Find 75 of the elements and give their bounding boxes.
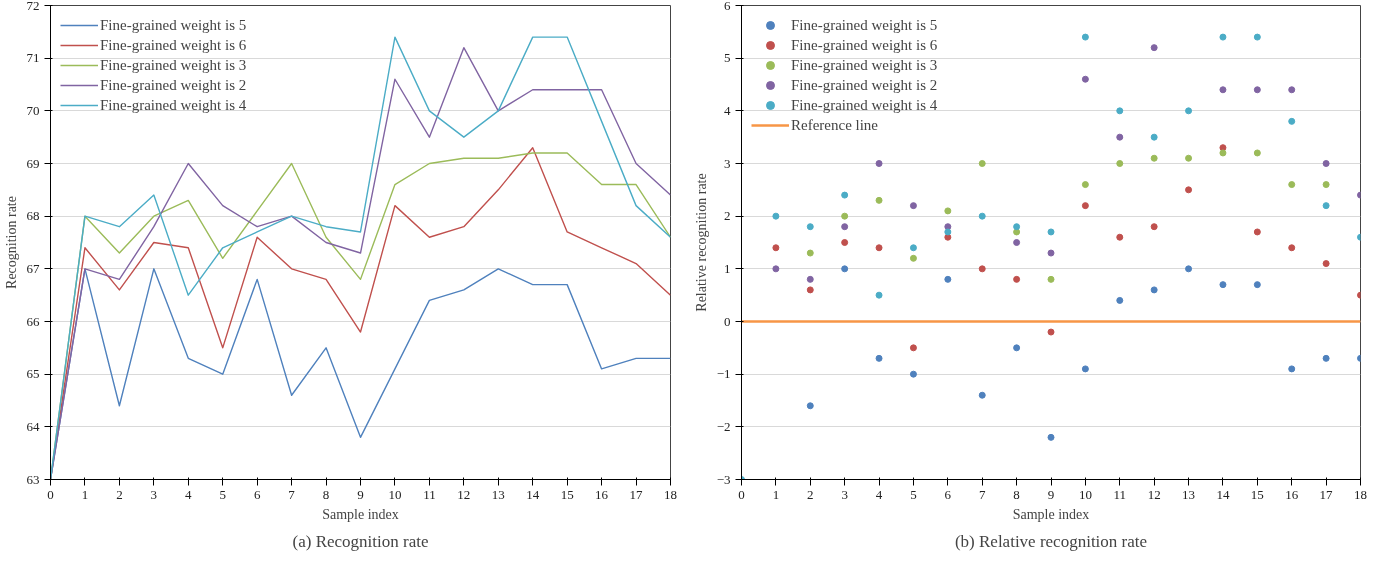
x-tick-label: 2 [116, 486, 123, 502]
x-tick-label: 0 [738, 486, 745, 502]
legend-label: Fine-grained weight is 5 [100, 16, 247, 34]
legend-label: Reference line [791, 116, 879, 134]
x-tick-label: 8 [1013, 486, 1020, 502]
x-tick-label: 14 [526, 486, 540, 502]
x-tick-label: 9 [357, 486, 364, 502]
x-tick-label: 16 [595, 486, 609, 502]
y-tick-label: 72 [26, 0, 40, 13]
x-tick-label: 7 [288, 486, 296, 502]
x-axis-title: Sample index [1012, 506, 1090, 522]
x-tick-label: 2 [807, 486, 814, 502]
x-tick-label: 7 [978, 486, 986, 502]
x-tick-label: 6 [944, 486, 952, 502]
x-tick-label: 15 [1250, 486, 1264, 502]
x-tick-label: 5 [910, 486, 917, 502]
y-tick-label: 67 [26, 260, 40, 276]
text: (b) Relative recognition rate [954, 531, 1148, 551]
text: (a) Recognition rate [292, 531, 429, 551]
y-tick-label: 0 [724, 313, 731, 329]
x-tick-label: 12 [457, 486, 471, 502]
x-tick-label: 3 [150, 486, 158, 502]
y-tick-label: 71 [26, 50, 40, 66]
x-tick-label: 11 [423, 486, 436, 502]
y-tick-label: 6 [724, 0, 731, 13]
y-tick-label: 5 [724, 50, 731, 66]
x-tick-label: 9 [1047, 486, 1055, 502]
y-tick-label: 4 [724, 102, 731, 118]
legend-label: Fine-grained weight is 6 [791, 36, 938, 54]
x-tick-label: 1 [81, 486, 89, 502]
x-axis-title: Sample index [322, 506, 399, 522]
y-tick-label: 70 [26, 102, 40, 118]
x-tick-label: 0 [47, 486, 54, 502]
x-tick-label: 12 [1147, 486, 1161, 502]
x-tick-label: 15 [560, 486, 574, 502]
x-tick-label: 18 [664, 486, 677, 502]
x-tick-label: 14 [1216, 486, 1230, 502]
x-tick-label: 4 [875, 486, 883, 502]
y-tick-label: 65 [26, 366, 40, 382]
x-tick-label: 10 [388, 486, 402, 502]
x-tick-label: 18 [1354, 486, 1367, 502]
legend-label: Fine-grained weight is 3 [791, 56, 938, 74]
y-tick-label: 3 [724, 155, 731, 171]
x-tick-label: 6 [253, 486, 261, 502]
y-tick-label: 63 [26, 471, 40, 487]
x-tick-label: 11 [1113, 486, 1127, 502]
y-tick-label: 64 [26, 418, 40, 434]
y-tick-label: 1 [724, 260, 731, 276]
legend-label: Fine-grained weight is 2 [100, 76, 247, 94]
x-tick-label: 3 [841, 486, 848, 502]
legend-label: Fine-grained weight is 6 [100, 36, 247, 54]
y-tick-label: −1 [716, 366, 731, 382]
y-tick-label: 69 [26, 155, 40, 171]
y-tick-label: −3 [716, 471, 731, 487]
x-tick-label: 4 [185, 486, 193, 502]
x-tick-label: 1 [772, 486, 780, 502]
y-tick-label: 68 [26, 208, 40, 224]
x-tick-label: 16 [1285, 486, 1299, 502]
x-tick-label: 10 [1078, 486, 1092, 502]
legend-label: Fine-grained weight is 4 [100, 96, 247, 114]
x-tick-label: 13 [491, 486, 505, 502]
y-tick-label: −2 [716, 418, 731, 434]
y-axis-title: Relative recognition rate [693, 173, 709, 312]
y-tick-label: 2 [724, 208, 731, 224]
legend-label: Fine-grained weight is 3 [100, 56, 247, 74]
y-tick-label: 66 [26, 313, 40, 329]
x-tick-label: 8 [322, 486, 330, 502]
x-tick-label: 13 [1182, 486, 1196, 502]
y-axis-title: Recognition rate [3, 196, 19, 289]
legend-label: Fine-grained weight is 5 [791, 16, 938, 34]
legend-label: Fine-grained weight is 2 [791, 76, 938, 94]
x-tick-label: 5 [219, 486, 226, 502]
x-tick-label: 17 [1319, 486, 1334, 502]
legend-label: Fine-grained weight is 4 [791, 96, 938, 114]
x-tick-label: 17 [629, 486, 644, 502]
